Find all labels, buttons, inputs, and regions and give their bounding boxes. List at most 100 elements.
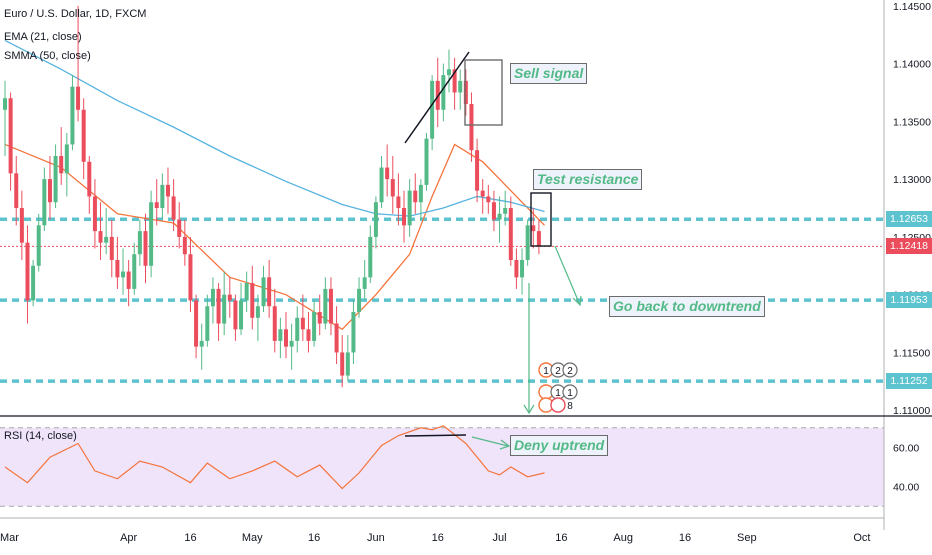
candle (227, 277, 232, 318)
candle-body (104, 236, 109, 243)
candle (463, 69, 468, 116)
candle (469, 92, 474, 162)
candle-body (486, 196, 491, 203)
candle (402, 190, 407, 243)
candle (413, 173, 418, 214)
candle (126, 260, 131, 307)
candle (199, 323, 204, 370)
candle-body (475, 150, 480, 191)
annotation-sell-signal[interactable]: Sell signal (510, 63, 588, 84)
candle-body (171, 196, 176, 220)
candle-body (424, 138, 429, 185)
candle (177, 202, 182, 249)
candle-body (402, 208, 407, 226)
candle (109, 219, 114, 278)
candle (160, 173, 165, 220)
candle (475, 138, 480, 203)
annotation-test-resistance[interactable]: Test resistance (533, 169, 643, 190)
candle-body (216, 288, 221, 324)
candle (104, 208, 109, 255)
price-axis-tick: 1.13000 (893, 174, 931, 186)
candle-body (81, 109, 86, 162)
candle (295, 306, 300, 353)
candle-body (267, 277, 272, 307)
time-axis-tick: 16 (308, 532, 320, 544)
candle (520, 248, 525, 295)
smma-legend[interactable]: SMMA (50, close) (4, 50, 91, 62)
candle (154, 179, 159, 226)
candle (137, 219, 142, 266)
candle (373, 196, 378, 249)
rsi-divergence-line (404, 434, 467, 437)
level-price-tag: 1.11252 (886, 373, 932, 390)
arrow-go-back-head-icon (572, 295, 582, 307)
candle-body (53, 156, 58, 203)
candle-body (92, 196, 97, 232)
candle-body (239, 300, 244, 330)
candle-body (390, 179, 395, 197)
candle-body (188, 254, 193, 301)
candle (491, 190, 496, 232)
candle-body (64, 144, 69, 174)
event-badge-icon[interactable] (562, 384, 578, 400)
annotation-go-back[interactable]: Go back to downtrend (609, 296, 765, 317)
time-axis-tick: Oct (853, 532, 870, 544)
candle-body (121, 271, 126, 278)
rsi-arrow (471, 436, 509, 447)
candle-body (441, 75, 446, 110)
event-badge-icon[interactable] (562, 362, 578, 378)
candle (132, 242, 137, 295)
candle-body (165, 184, 170, 197)
candle (14, 156, 19, 226)
candle (188, 236, 193, 312)
annotation-deny-uptrend[interactable]: Deny uptrend (510, 435, 609, 456)
ema-legend[interactable]: EMA (21, close) (4, 31, 82, 43)
candle-body (536, 231, 541, 247)
candle-body (233, 300, 238, 330)
candle-body (87, 161, 92, 197)
candle (92, 179, 97, 249)
candle (323, 277, 328, 330)
rsi-legend[interactable]: RSI (14, close) (4, 430, 77, 442)
symbol-legend[interactable]: Euro / U.S. Dollar, 1D, FXCM (4, 8, 147, 20)
candle-body (278, 329, 283, 341)
candle-body (323, 288, 328, 324)
candle-body (525, 225, 530, 260)
candle-body (317, 312, 322, 324)
candle-body (469, 104, 474, 151)
candle-body (261, 277, 266, 307)
candle (64, 132, 69, 197)
candle-body (98, 231, 103, 243)
candle (300, 294, 305, 341)
candle-body (36, 225, 41, 266)
event-badges[interactable]: 2 2 1 1 1 8 (538, 362, 578, 413)
candle (418, 179, 423, 220)
candle-body (463, 80, 468, 104)
candle (508, 196, 513, 266)
time-axis-tick: 16 (555, 532, 567, 544)
candle (306, 312, 311, 353)
candle-body (19, 208, 24, 243)
candle-body (413, 190, 418, 203)
time-axis-tick: May (242, 532, 263, 544)
test-resistance-box (530, 192, 552, 247)
candle (486, 184, 491, 214)
candle (458, 69, 463, 110)
candle (194, 294, 199, 359)
candle (171, 179, 176, 232)
candle (53, 144, 58, 208)
candle (424, 132, 429, 191)
candle (435, 57, 440, 128)
candle-body (480, 190, 485, 197)
candle-body (132, 254, 137, 289)
candle (345, 335, 350, 382)
candle (143, 213, 148, 284)
candle (19, 190, 24, 260)
candle (165, 167, 170, 214)
candle-body (373, 202, 378, 237)
event-badge-label: 1 (543, 366, 549, 377)
candle (357, 277, 362, 318)
price-axis-tick: 1.11500 (893, 347, 930, 359)
event-badge-icon[interactable] (550, 397, 566, 413)
candle (267, 260, 272, 318)
